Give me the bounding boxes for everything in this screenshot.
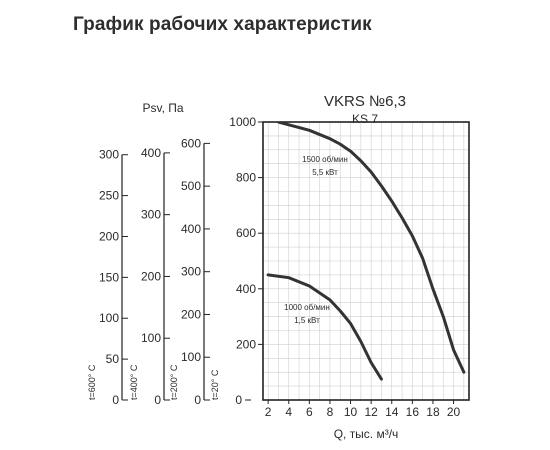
temp-axis-tick-label: 0 <box>112 393 119 407</box>
chart-subtitle: KS 7 <box>352 112 378 126</box>
axis-ticks: 2 4 6 8 10 12 14 16 18 20 200 400 600 800 1000 <box>229 115 460 419</box>
page-title: График рабочих характеристик <box>73 14 372 35</box>
temp-axis-tick-label: 0 <box>194 393 201 407</box>
series-1-line <box>276 122 466 374</box>
y-tick-label: 600 <box>236 226 256 240</box>
x-tick-label: 8 <box>327 405 334 419</box>
series-2-line <box>266 273 383 381</box>
temp-axis-tick-label: 100 <box>181 350 201 364</box>
temp-axis-tick-label: 200 <box>141 269 161 283</box>
series-1-power: 5,5 кВт <box>312 168 338 177</box>
temp-axis-tick-label: 100 <box>99 311 119 325</box>
x-tick-label: 16 <box>406 405 420 419</box>
temp-axis-tick-label: 500 <box>181 179 201 193</box>
temp-axis-tick-label: 100 <box>141 331 161 345</box>
temp-axis-label: t=200° C <box>169 364 179 400</box>
temperature-axes: 0 50 100 150 200 250 300 t=600° C 0 100 200 300 400 t… <box>87 136 251 407</box>
y-axis-label: Psv, Па <box>142 101 183 115</box>
plot-grid <box>263 122 469 400</box>
chart-title: VKRS №6,3 <box>324 93 406 110</box>
x-tick-label: 20 <box>447 405 461 419</box>
temp-axis-tick-label: 600 <box>181 136 201 150</box>
temp-axis-tick-label: 300 <box>99 148 119 162</box>
temp-axis-tick-label: 400 <box>181 222 201 236</box>
temp-axis-tick-label: 250 <box>99 189 119 203</box>
series-2-name: 1000 об/мин <box>284 303 330 312</box>
x-axis-label: Q, тыс. м³/ч <box>334 427 399 441</box>
temp-axis-label: t=20° C <box>210 369 220 400</box>
temp-axis-tick-label: 200 <box>181 307 201 321</box>
curve-layer <box>266 122 466 381</box>
y-tick-label: 200 <box>236 337 256 351</box>
x-tick-label: 6 <box>306 405 313 419</box>
temp-axis-label: t=600° C <box>87 364 97 400</box>
temp-axis-label: t=400° C <box>129 364 139 400</box>
y-tick-label: 400 <box>236 282 256 296</box>
x-tick-label: 4 <box>285 405 292 419</box>
series-1-name: 1500 об/мин <box>302 155 348 164</box>
x-tick-label: 18 <box>426 405 440 419</box>
x-tick-label: 10 <box>344 405 358 419</box>
y-tick-label: 1000 <box>229 115 256 129</box>
temp-axis-tick-label: 200 <box>99 229 119 243</box>
temp-axis-tick-label: 0 <box>235 393 242 407</box>
temp-axis-tick-label: 400 <box>141 146 161 160</box>
temp-axis-tick-label: 150 <box>99 270 119 284</box>
series-2-power: 1,5 кВт <box>294 316 320 325</box>
plot-frame <box>262 121 470 401</box>
y-tick-label: 800 <box>236 171 256 185</box>
temp-axis-tick-label: 0 <box>154 393 161 407</box>
x-tick-label: 14 <box>385 405 399 419</box>
temp-axis-tick-label: 50 <box>106 352 120 366</box>
temp-axis-tick-label: 300 <box>181 265 201 279</box>
x-tick-label: 12 <box>364 405 378 419</box>
temp-axis-tick-label: 300 <box>141 208 161 222</box>
x-tick-label: 2 <box>265 405 272 419</box>
